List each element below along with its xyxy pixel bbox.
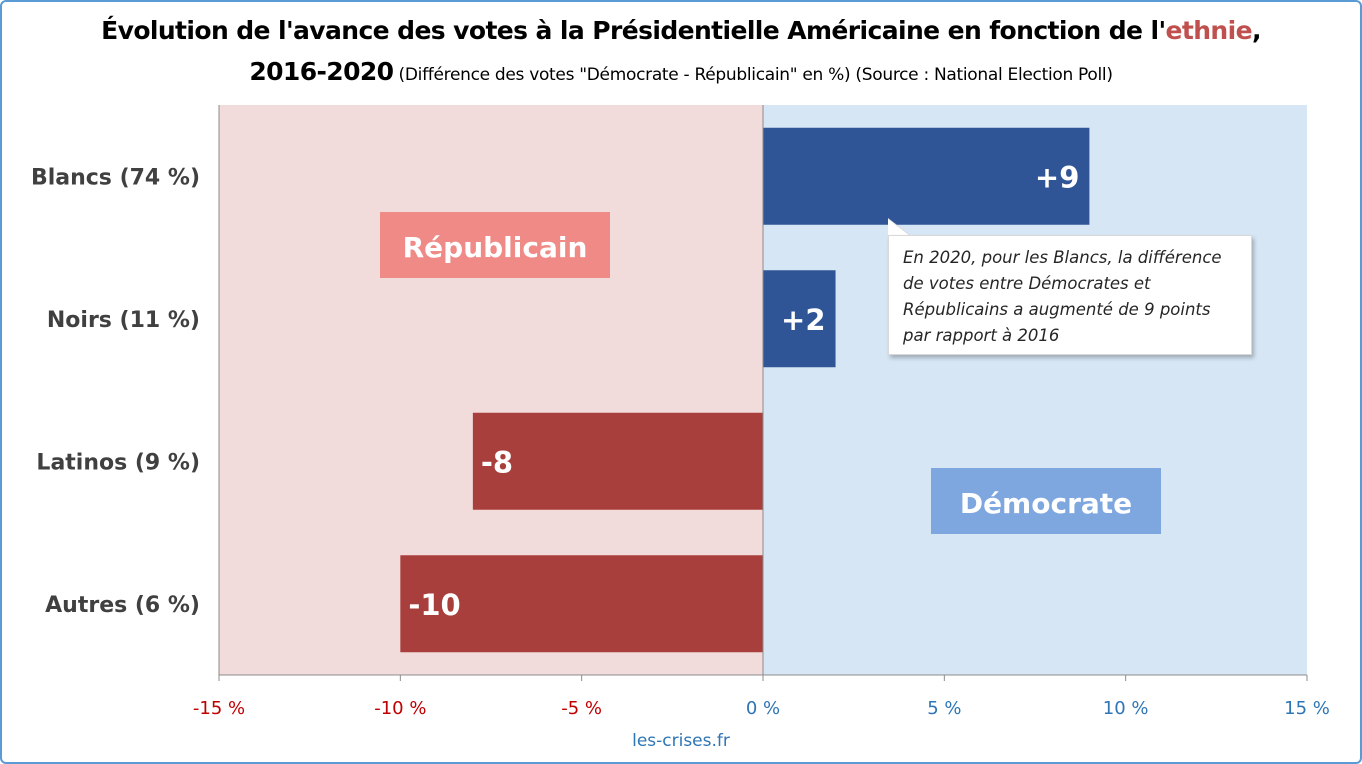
bar [763, 270, 836, 368]
title-highlight: ethnie [1165, 16, 1253, 45]
republican-zone-label: Républicain [403, 231, 588, 264]
category-label: Latinos (9 %) [36, 450, 200, 475]
annotation-line: par rapport à 2016 [903, 326, 1060, 345]
x-tick-label: 0 % [746, 698, 780, 719]
annotation-tail [888, 219, 910, 236]
annotation-line: En 2020, pour les Blancs, la différence [903, 248, 1222, 267]
subtitle-description: (Différence des votes "Démocrate - Répub… [393, 65, 1113, 85]
data-label: -8 [481, 445, 513, 479]
data-label: -10 [408, 588, 460, 622]
x-tick-label: -15 % [193, 698, 245, 719]
chart-title: Évolution de l'avance des votes à la Pré… [0, 16, 1362, 45]
bar [763, 127, 1090, 225]
annotation-line: Républicains a augmenté de 9 points [903, 300, 1211, 319]
title-main: Évolution de l'avance des votes à la Pré… [101, 16, 1166, 45]
republican-label-box [380, 212, 610, 278]
annotation-line: de votes entre Démocrates et [903, 274, 1151, 293]
category-label: Blancs (74 %) [31, 165, 200, 190]
source-footer: les-crises.fr [632, 731, 730, 751]
annotation-box: En 2020, pour les Blancs, la différence … [888, 235, 1252, 355]
category-label: Noirs (11 %) [47, 308, 200, 333]
subtitle-years: 2016-2020 [249, 57, 394, 86]
chart-subtitle: 2016-2020 (Différence des votes "Démocra… [0, 57, 1362, 86]
bar [400, 555, 763, 653]
title-end: , [1251, 16, 1262, 45]
x-tick-label: 15 % [1284, 698, 1330, 719]
data-label: +2 [781, 303, 825, 337]
democrat-zone-label: Démocrate [960, 487, 1132, 520]
data-label: +9 [1035, 160, 1079, 194]
x-tick-label: 10 % [1103, 698, 1149, 719]
x-tick-label: -10 % [374, 698, 426, 719]
bar [472, 412, 763, 510]
category-label: Autres (6 %) [45, 593, 200, 618]
democrat-label-box [931, 468, 1161, 534]
x-tick-label: 5 % [927, 698, 961, 719]
x-tick-label: -5 % [561, 698, 602, 719]
